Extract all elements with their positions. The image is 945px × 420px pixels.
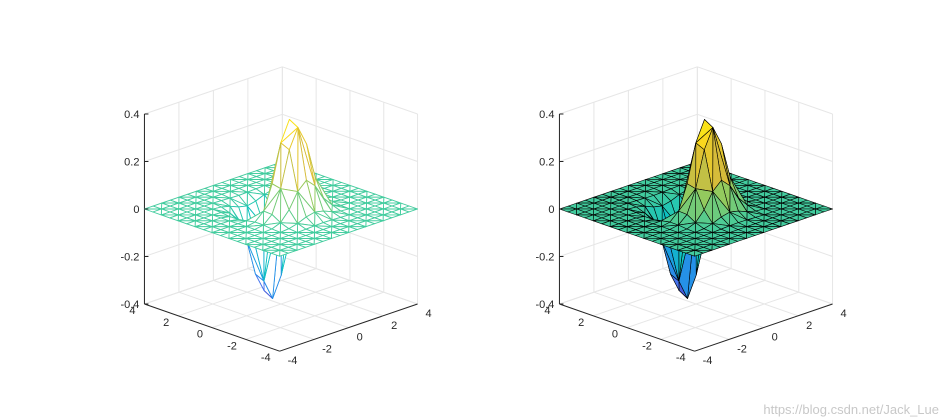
x-tick-label: 2 (806, 320, 812, 332)
x-tick-label: 4 (841, 308, 847, 320)
surface-face (169, 214, 179, 222)
watermark-text: https://blog.csdn.net/Jack_Lue (763, 402, 939, 417)
x-tick-label: -2 (322, 343, 332, 355)
y-tick-label: 2 (578, 317, 584, 329)
y-axis-line (694, 303, 833, 352)
y-axis-line (279, 303, 418, 352)
surface-face (220, 232, 230, 239)
z-tick-label: 0.4 (124, 109, 139, 121)
x-tick-label: -4 (703, 355, 713, 367)
surface-face (668, 244, 679, 251)
x-axis-line (144, 303, 280, 352)
z-tick-label: 0.2 (124, 157, 139, 169)
y-tick-label: -4 (261, 352, 271, 364)
x-tick-label: 0 (357, 332, 363, 344)
z-tick-label: -0.4 (120, 299, 139, 311)
z-tick-label: 0.2 (539, 157, 554, 169)
z-tick-label: 0.4 (539, 109, 554, 121)
surface-face (152, 208, 162, 216)
y-tick-label: -4 (676, 352, 686, 364)
surface-face (584, 214, 594, 222)
surface-face (601, 220, 611, 227)
surface-face (186, 220, 196, 228)
surface-face (236, 238, 247, 245)
y-tick-label: 0 (197, 329, 203, 341)
x-tick-label: -4 (288, 355, 298, 367)
z-tick-label: 0 (133, 204, 139, 216)
x-tick-label: 4 (426, 308, 432, 320)
z-tick-label: 0 (548, 204, 554, 216)
x-axis-line (559, 303, 695, 352)
surface-face (652, 238, 662, 245)
y-tick-label: 2 (163, 317, 169, 329)
surface-face (270, 249, 281, 257)
filled-surface (559, 119, 833, 299)
y-tick-label: -2 (642, 340, 652, 352)
x-tick-label: 0 (772, 332, 778, 344)
y-tick-label: 4 (129, 305, 135, 317)
z-tick-label: -0.4 (535, 299, 554, 311)
z-tick-label: -0.2 (535, 252, 554, 264)
y-tick-label: 4 (544, 305, 550, 317)
x-tick-label: 2 (391, 320, 397, 332)
z-tick-label: -0.2 (120, 252, 139, 264)
y-tick-label: 0 (612, 329, 618, 341)
surface-face (203, 226, 213, 234)
surface-face (685, 250, 696, 257)
y-tick-label: -2 (227, 340, 237, 352)
surface-face (567, 208, 577, 216)
x-tick-label: -2 (737, 343, 747, 355)
mesh-surface (143, 119, 419, 299)
surface-face (618, 226, 628, 233)
surface-face (635, 232, 645, 239)
surface-face (253, 243, 264, 251)
